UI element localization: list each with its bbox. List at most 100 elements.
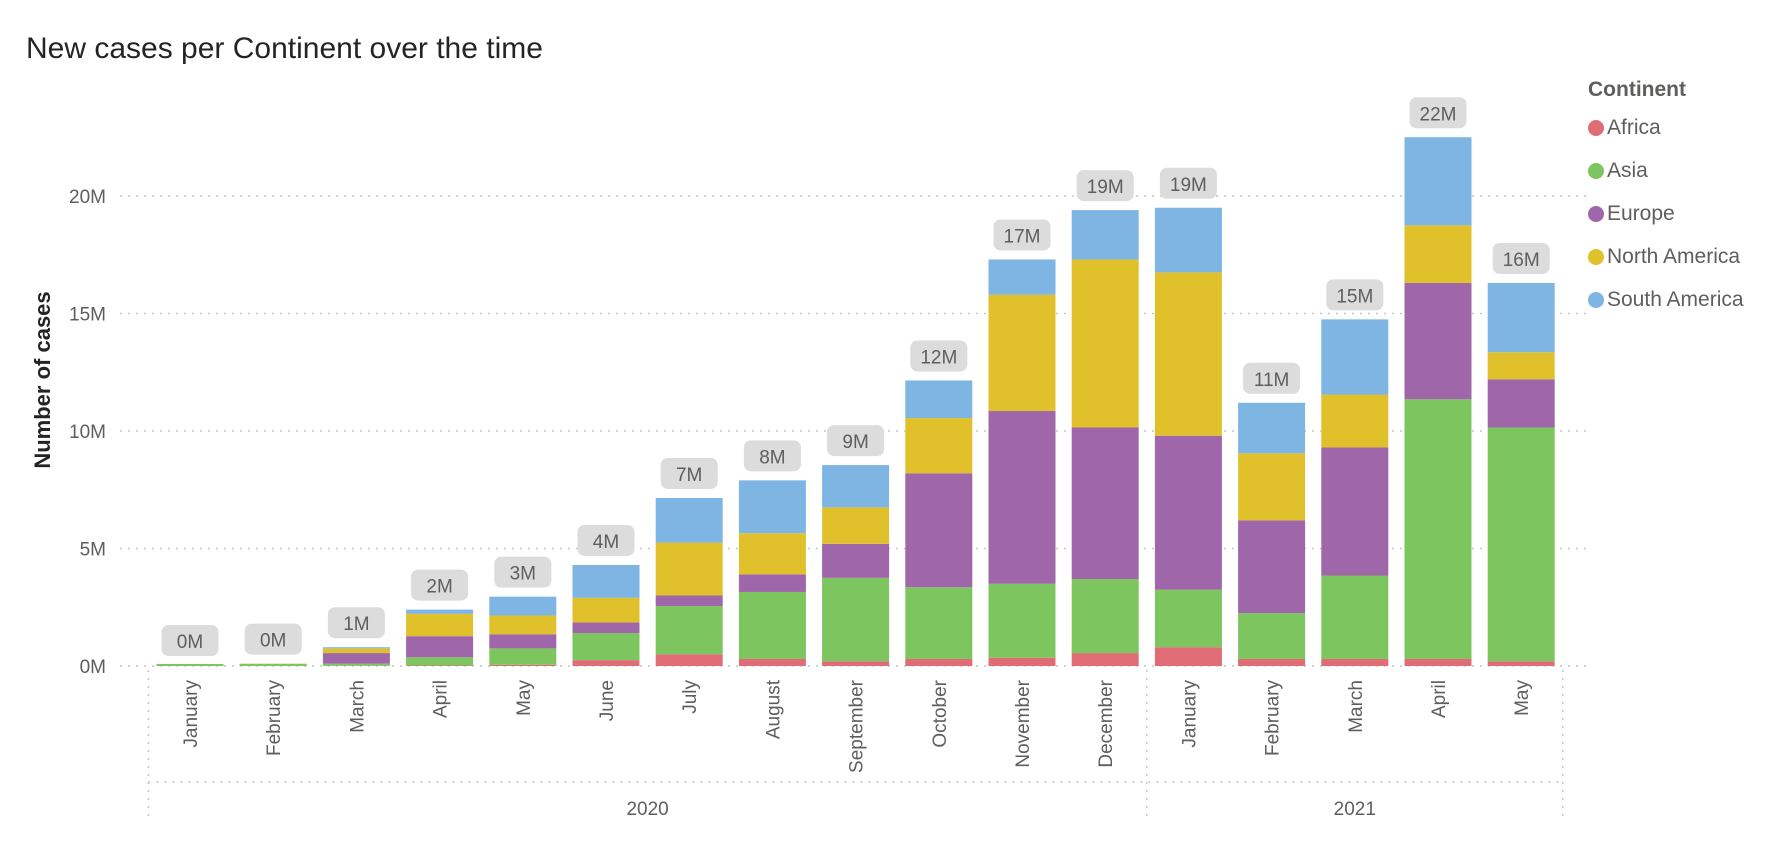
bar-segment-europe xyxy=(1321,447,1389,576)
x-tick-label: September xyxy=(847,679,868,773)
data-label-box xyxy=(411,569,469,601)
data-label: 15M xyxy=(1336,286,1373,307)
data-label: 17M xyxy=(1004,226,1041,247)
bar-segment-europe xyxy=(1154,435,1222,590)
bar-segment-asia xyxy=(406,657,474,666)
bar-segment-north-america xyxy=(1071,259,1139,428)
bar-segment-europe xyxy=(1404,282,1472,400)
bar-segment-asia xyxy=(1321,575,1389,659)
bar-segment-north-america xyxy=(322,648,390,654)
bar-segment-north-america xyxy=(1321,394,1389,448)
x-tick-label: May xyxy=(514,680,535,716)
legend-swatch xyxy=(1588,291,1604,308)
x-axis: January February March April May June July Augu… xyxy=(147,670,1564,820)
bar-segment-north-america xyxy=(489,615,557,635)
bar-segment-north-america xyxy=(988,294,1056,412)
bar-segment-south-america xyxy=(905,380,973,419)
bar-segment-africa xyxy=(655,654,723,666)
y-tick-label: 10M xyxy=(69,422,106,443)
legend-item-north-america[interactable]: North America xyxy=(1588,235,1744,278)
bar-segment-south-america xyxy=(1404,137,1472,226)
bar-segment-europe xyxy=(322,653,390,664)
bar-segment-south-america xyxy=(489,596,557,616)
legend-item-africa[interactable]: Africa xyxy=(1588,106,1744,149)
y-axis: 0M 5M 10M 15M 20M xyxy=(69,187,106,678)
bar-segment-asia xyxy=(655,606,723,655)
bar-segment-south-america xyxy=(822,465,890,508)
bar-segment-asia xyxy=(905,587,973,659)
bar-segment-asia xyxy=(1487,427,1555,662)
legend-title: Continent xyxy=(1588,78,1686,101)
bar-segment-europe xyxy=(988,411,1056,584)
bar-segment-africa xyxy=(988,657,1056,666)
data-label-box xyxy=(910,340,968,372)
x-tick-label: December xyxy=(1096,679,1117,767)
x-tick-label: February xyxy=(264,680,285,757)
bar-segment-africa xyxy=(1321,658,1389,666)
x-tick-label: August xyxy=(763,679,784,739)
data-label-box xyxy=(660,457,718,489)
y-tick-label: 20M xyxy=(69,187,106,208)
bar-segment-north-america xyxy=(1487,352,1555,380)
y-tick-label: 0M xyxy=(80,657,106,678)
bar-segment-north-america xyxy=(655,542,723,596)
bar-segment-south-america xyxy=(1487,282,1555,353)
bar-segment-north-america xyxy=(738,533,806,575)
data-label-box xyxy=(577,524,635,556)
legend-label: North America xyxy=(1607,244,1741,268)
bar-segment-europe xyxy=(655,595,723,607)
legend: Continent Africa Asia Europe North America S… xyxy=(1588,78,1744,321)
data-label: 0M xyxy=(177,632,203,653)
data-label-box xyxy=(244,623,302,655)
bar-segment-africa xyxy=(1238,658,1306,666)
data-label: 12M xyxy=(920,347,957,368)
bar-segment-south-america xyxy=(406,609,474,614)
bar-segment-europe xyxy=(489,634,557,649)
bar-segment-europe xyxy=(406,636,474,658)
x-tick-label: March xyxy=(1346,680,1367,733)
data-label-box xyxy=(161,625,219,657)
bar-segment-asia xyxy=(1404,399,1472,659)
bar-segment-africa xyxy=(489,664,557,666)
y-axis-label: Number of cases xyxy=(30,291,55,468)
data-label: 2M xyxy=(426,577,452,598)
bar-segment-asia xyxy=(822,577,890,662)
x-tick-label: February xyxy=(1263,680,1284,757)
bar-segment-africa xyxy=(1404,658,1472,666)
x-tick-label: January xyxy=(1179,680,1200,748)
bar-segment-north-america xyxy=(406,613,474,637)
bar-segment-europe xyxy=(1238,520,1306,614)
bar-segment-south-america xyxy=(1154,207,1222,273)
x-year-label: 2021 xyxy=(1334,799,1376,820)
x-tick-label: November xyxy=(1013,679,1034,767)
data-label: 16M xyxy=(1503,250,1540,271)
data-label-box xyxy=(1326,279,1384,311)
data-label-box xyxy=(1159,167,1217,199)
bar-segment-south-america xyxy=(738,480,806,534)
legend-item-south-america[interactable]: South America xyxy=(1588,278,1744,321)
bar-segment-min xyxy=(156,664,224,666)
legend-item-asia[interactable]: Asia xyxy=(1588,149,1744,192)
bar-segment-asia xyxy=(1154,589,1222,648)
data-label: 22M xyxy=(1420,104,1457,125)
bar-segment-asia xyxy=(738,591,806,659)
bar-segment-min xyxy=(239,664,307,666)
bars xyxy=(156,137,1555,666)
legend-label: South America xyxy=(1607,287,1744,311)
bar-segment-north-america xyxy=(1238,453,1306,521)
legend-swatch xyxy=(1588,205,1604,222)
legend-items: Africa Asia Europe North America South Ameri… xyxy=(1588,106,1744,321)
bar-segment-asia xyxy=(1071,579,1139,654)
legend-swatch xyxy=(1588,248,1604,265)
y-tick-label: 15M xyxy=(69,305,106,326)
bar-segment-south-america xyxy=(988,259,1056,295)
bar-segment-africa xyxy=(1071,653,1139,666)
data-label: 0M xyxy=(260,631,286,652)
bar-segment-asia xyxy=(572,633,640,661)
data-label-box xyxy=(993,219,1051,251)
legend-item-europe[interactable]: Europe xyxy=(1588,192,1744,235)
data-label: 19M xyxy=(1087,177,1124,198)
bar-segment-europe xyxy=(822,543,890,578)
data-label: 19M xyxy=(1170,175,1207,196)
